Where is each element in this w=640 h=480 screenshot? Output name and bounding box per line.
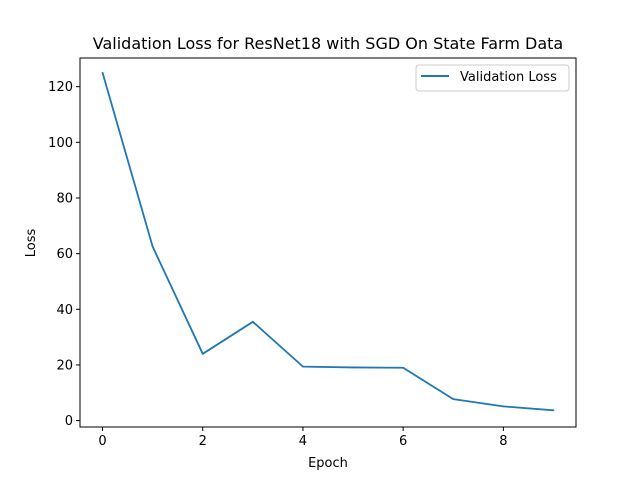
data-point xyxy=(101,71,104,74)
x-tick-label: 4 xyxy=(299,434,307,449)
y-tick-label: 0 xyxy=(65,414,73,429)
y-axis-ticks: 0 20 40 60 80 100 120 xyxy=(48,80,80,429)
y-tick-label: 120 xyxy=(48,80,73,95)
series-layer xyxy=(101,71,555,412)
x-axis-ticks: 0 2 4 6 8 xyxy=(98,427,507,449)
data-point xyxy=(201,352,204,355)
y-tick-label: 80 xyxy=(56,191,73,206)
data-point xyxy=(502,405,505,408)
y-tick-label: 40 xyxy=(56,303,73,318)
y-tick-label: 20 xyxy=(56,358,73,373)
legend-box xyxy=(415,64,570,92)
x-tick-label: 0 xyxy=(98,434,106,449)
x-axis-label: Epoch xyxy=(308,456,348,471)
data-point xyxy=(452,398,455,401)
x-tick-label: 8 xyxy=(499,434,507,449)
data-point xyxy=(151,245,154,248)
y-axis-label: Loss xyxy=(24,229,39,258)
legend: Validation Loss xyxy=(415,64,570,92)
chart-title: Validation Loss for ResNet18 with SGD On… xyxy=(93,34,563,53)
series-line-validation-loss xyxy=(101,72,554,412)
y-tick-label: 100 xyxy=(48,136,73,151)
data-point xyxy=(352,366,354,369)
data-point xyxy=(552,409,555,412)
x-tick-label: 2 xyxy=(199,434,207,449)
data-point xyxy=(302,365,304,368)
data-point xyxy=(251,320,254,323)
plot-area xyxy=(79,57,577,428)
data-point xyxy=(402,366,405,369)
legend-label: Validation Loss xyxy=(460,70,557,85)
y-tick-label: 60 xyxy=(56,247,73,262)
x-tick-label: 6 xyxy=(399,434,407,449)
